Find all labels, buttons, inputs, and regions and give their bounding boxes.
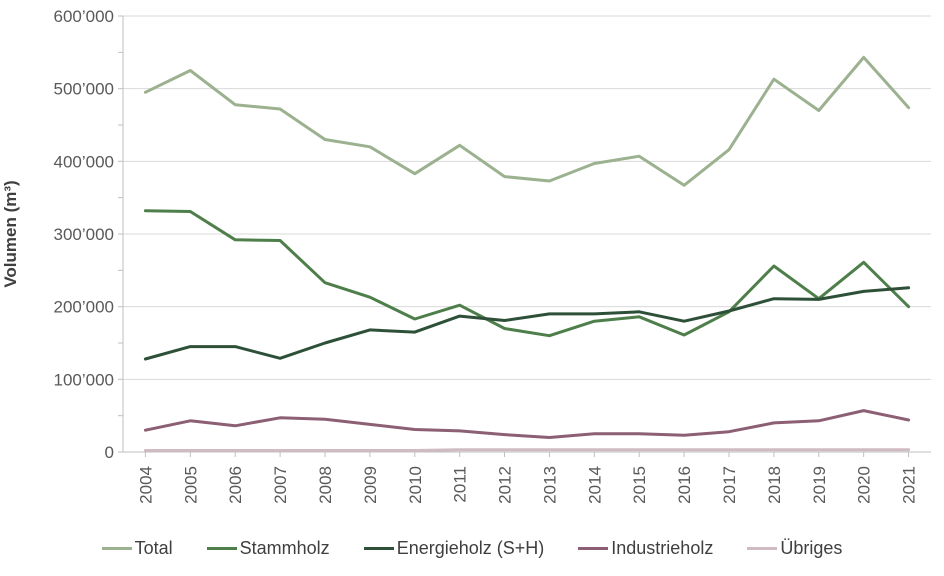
legend-label-total: Total <box>134 538 173 558</box>
series-line-total <box>143 55 911 187</box>
x-tick-label: 2020 <box>855 466 874 504</box>
y-tick-label: 0 <box>105 443 114 462</box>
series-line-industrieholz <box>143 409 911 439</box>
x-tick-label: 2016 <box>675 466 694 504</box>
legend-item-energieholz-s-h: Energieholz (S+H) <box>363 538 545 558</box>
x-tick-label: 2014 <box>585 466 604 504</box>
x-tick-label: 2013 <box>540 466 559 504</box>
series-line-stammholz <box>143 209 911 338</box>
legend-swatch-briges <box>747 546 778 550</box>
line-chart: 0 100’000 200’000 300’000 400’000 500’000 600’… <box>1 7 931 504</box>
x-tick-label: 2017 <box>720 466 739 504</box>
y-tick-label: 600’000 <box>53 7 114 26</box>
x-tick-label: 2021 <box>900 466 919 504</box>
y-tick-label: 300’000 <box>53 225 114 244</box>
x-tick-label: 2007 <box>271 466 290 504</box>
legend-label-industrieholz: Industrieholz <box>611 538 714 558</box>
x-tick-label: 2015 <box>630 466 649 504</box>
y-axis-title: Volumen (m³) <box>1 180 20 287</box>
x-tick-label: 2006 <box>226 466 245 504</box>
legend-swatch-total <box>101 546 132 550</box>
x-tick-label: 2012 <box>496 466 515 504</box>
legend-item-total: Total <box>101 538 173 558</box>
y-tick-label: 200’000 <box>53 298 114 317</box>
x-tick-label: 2004 <box>136 466 155 504</box>
x-tick-label: 2018 <box>765 466 784 504</box>
legend-item-briges: Übriges <box>747 539 842 557</box>
y-tick-label: 400’000 <box>53 152 114 171</box>
y-tick-label: 100’000 <box>53 370 114 389</box>
chart-legend: Total Stammholz Energieholz (S+H) Industrie… <box>0 528 944 568</box>
series-line-briges <box>143 448 911 452</box>
x-tick-label: 2008 <box>316 466 335 504</box>
legend-swatch-industrieholz <box>578 546 609 550</box>
x-tick-label: 2009 <box>361 466 380 504</box>
y-tick-label: 500’000 <box>53 80 114 99</box>
legend-item-industrieholz: Industrieholz <box>578 539 713 557</box>
legend-label-stammholz: Stammholz <box>239 538 330 558</box>
x-tick-label: 2019 <box>810 466 829 504</box>
x-tick-label: 2011 <box>451 466 470 503</box>
x-tick-label: 2010 <box>406 466 425 504</box>
legend-label-briges: Übriges <box>780 538 843 558</box>
legend-label-energieholz-s-h: Energieholz (S+H) <box>396 538 545 558</box>
legend-item-stammholz: Stammholz <box>206 538 330 558</box>
legend-swatch-energieholz-s-h <box>363 546 394 550</box>
legend-swatch-stammholz <box>206 546 237 550</box>
x-tick-label: 2005 <box>181 466 200 504</box>
series-line-energieholz-s-h <box>143 286 911 361</box>
